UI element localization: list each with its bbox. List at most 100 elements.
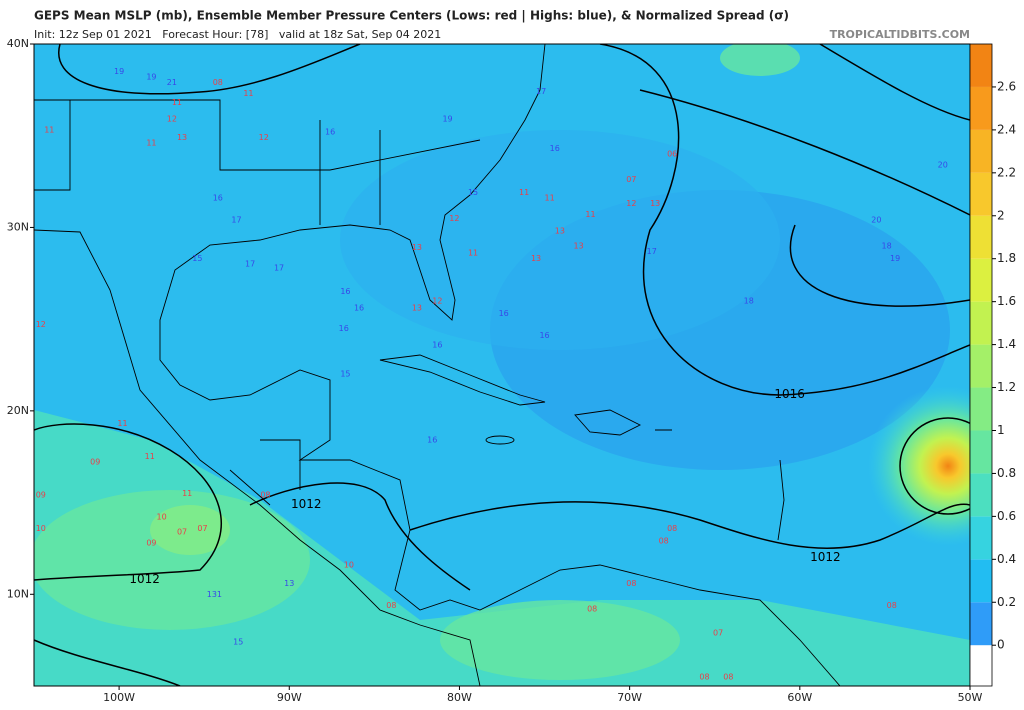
spread-mid [34,410,970,686]
low-center: 08 [699,672,709,681]
low-center: 12 [626,199,636,208]
low-center: 08 [659,537,669,546]
colorbar-band [970,44,992,87]
high-center: 18 [744,296,754,305]
high-center: 16 [432,340,442,349]
colorbar-band [970,258,992,302]
colorbar-band [970,129,992,173]
low-center: 10 [157,513,167,522]
colorbar-tick-label: 2.2 [997,165,1016,179]
high-center: 20 [871,216,881,225]
lon-tick-label: 100W [103,691,135,704]
high-center: 16 [339,324,349,333]
credit: TROPICALTIDBITS.COM [830,28,970,41]
colorbar-band [970,602,992,646]
spread-mid [34,490,310,630]
colorbar-tick-label: 0.2 [997,595,1016,609]
colorbar-band [970,473,992,517]
colorbar-band [970,559,992,603]
high-center: 16 [213,194,223,203]
colorbar-tick-label: 1.2 [997,380,1016,394]
low-center: 12 [36,320,46,329]
colorbar-tick-label: 2.4 [997,122,1016,136]
high-center: 16 [499,309,509,318]
colorbar-band [970,430,992,474]
high-center: 17 [536,87,546,96]
colorbar-tick-label: 1 [997,423,1005,437]
lon-tick-label: 60W [787,691,812,704]
low-center: 13 [412,304,422,313]
colorbar-band [970,215,992,259]
low-center: 07 [713,628,723,637]
low-center: 11 [117,419,127,428]
colorbar-tick-label: 1.8 [997,251,1016,265]
low-center: 11 [243,89,253,98]
low-center: 07 [197,524,207,533]
lon-tick-label: 70W [617,691,642,704]
low-center: 08 [587,604,597,613]
low-center: 13 [555,227,565,236]
high-center: 131 [207,590,222,599]
high-center: 13 [284,579,294,588]
colorbar-band [970,172,992,216]
low-center: 11 [182,489,192,498]
lat-tick-label: 30N [7,220,29,233]
high-center: 17 [274,263,284,272]
low-center: 08 [667,524,677,533]
colorbar-tick-label: 1.4 [997,337,1016,351]
colorbar-band [970,387,992,431]
low-center: 11 [519,188,529,197]
colorbar-under [970,645,992,686]
isobar-label: 1012 [291,497,322,511]
colorbar-tick-label: 0.8 [997,466,1016,480]
isobar-label: 1016 [774,387,805,401]
lat-tick-label: 10N [7,587,29,600]
low-center: 09 [146,538,156,547]
hurricane-spread [868,386,970,546]
high-center: 16 [550,144,560,153]
high-center: 18 [882,241,892,250]
colorbar-tick-label: 0.6 [997,509,1016,523]
low-center: 08 [626,579,636,588]
isobar-label: 1012 [810,550,841,564]
low-center: 11 [145,452,155,461]
colorbar-tick-label: 1.6 [997,294,1016,308]
low-center: 07 [177,527,187,536]
subtitle: Init: 12z Sep 01 2021 Forecast Hour: [78… [34,28,441,41]
high-center: 15 [233,637,243,646]
colorbar-frame [969,43,993,687]
colorbar-tick-label: 0 [997,638,1005,652]
high-center: 16 [354,304,364,313]
low-center: 13 [412,243,422,252]
low-center: 11 [468,249,478,258]
spread-low [340,130,780,350]
lon-tick-label: 90W [277,691,302,704]
low-center: 13 [531,254,541,263]
low-center: 12 [432,296,442,305]
colorbar-tick-label: 0.4 [997,552,1016,566]
lat-tick-label: 20N [7,404,29,417]
low-center: 13 [573,241,583,250]
isobar-lines [34,44,970,686]
low-center: 08 [386,601,396,610]
low-center: 06 [667,150,677,159]
spread-mid [720,44,800,76]
low-center: 10 [344,560,354,569]
high-center: 17 [245,260,255,269]
low-center: 11 [146,139,156,148]
high-center: 15 [340,370,350,379]
high-center: 15 [468,188,478,197]
colorbar-tick-label: 2.6 [997,79,1016,93]
lon-tick-label: 80W [447,691,472,704]
lat-tick-label: 40N [7,37,29,50]
low-center: 13 [650,199,660,208]
low-center: 12 [259,133,269,142]
low-center: 08 [260,491,270,500]
high-center: 16 [427,436,437,445]
spread-mid [440,600,680,680]
low-center: 12 [449,214,459,223]
low-center: 08 [723,672,733,681]
high-center: 19 [442,115,452,124]
